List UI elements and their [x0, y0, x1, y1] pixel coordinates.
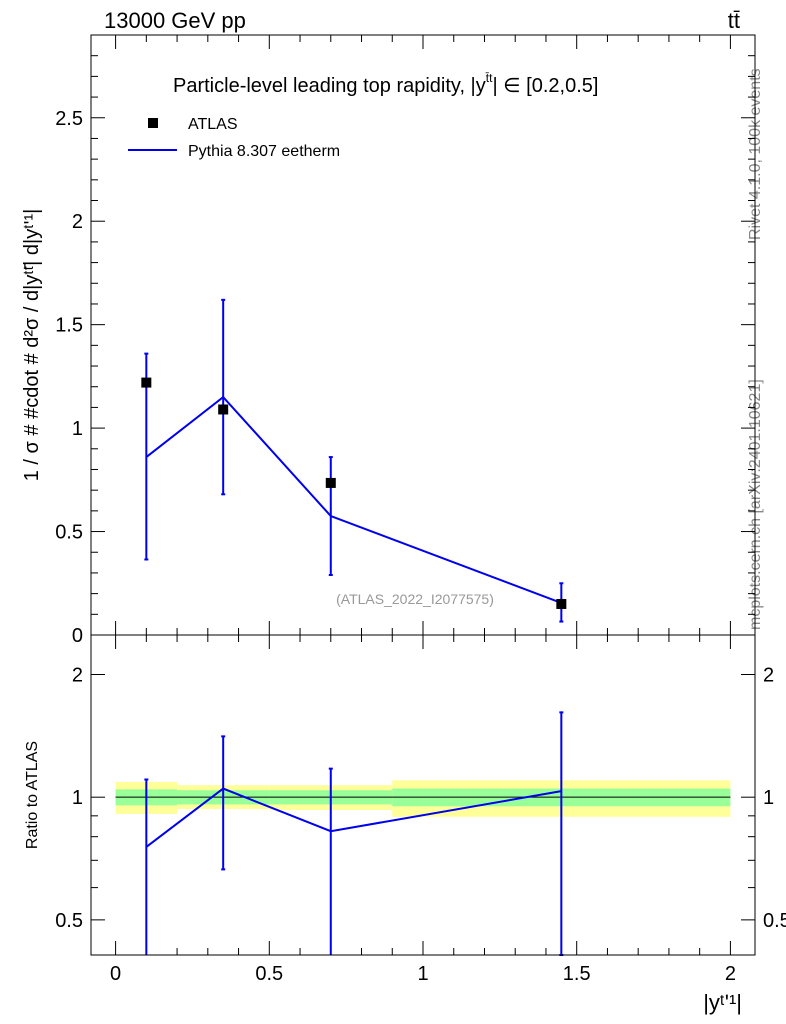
ratio-y-tick-label: 0.5 — [55, 910, 83, 932]
main-y-tick-label: 1 — [72, 418, 83, 440]
main-y-tick-label: 0.5 — [55, 522, 83, 544]
atlas-data-point — [556, 598, 567, 609]
ratio-y-tick-labels: 0.5 0.5 1 1 2 2 — [55, 664, 786, 931]
ratio-plot-panel: 0.5 0.5 1 1 2 2 0 0.5 1 1.5 2 Ratio to ATLAS |yᵗʹ… — [24, 634, 786, 1015]
energy-label: 13000 GeV pp — [104, 8, 246, 33]
ratio-y-tick-label-right: 0.5 — [763, 910, 786, 932]
atlas-data-series — [141, 377, 567, 609]
x-tick-label: 2 — [725, 963, 736, 985]
mc-line — [145, 395, 562, 604]
process-label: tt̄ — [728, 8, 740, 33]
plot-title: Particle-level leading top rapidity, |yt… — [173, 71, 598, 97]
main-y-tick-label: 0 — [72, 625, 83, 647]
plot-title-prefix: Particle-level leading top rapidity, |y — [173, 75, 486, 97]
atlas-data-point — [218, 404, 229, 415]
x-axis-label: |yᵗʹ¹| — [703, 990, 742, 1015]
main-plot-panel: 0 0.5 1 1.5 2 2.5 (ATLAS_2022_I2077575) Parti… — [21, 34, 756, 647]
x-tick-label: 0 — [110, 963, 121, 985]
mc-series — [144, 298, 564, 623]
plot-title-suffix: | ∈ [0.2,0.5] — [492, 75, 598, 97]
ratio-mc-series — [144, 711, 564, 956]
uncertainty-bands — [115, 780, 731, 817]
plot-title-sup: t̄t — [485, 71, 493, 85]
legend: ATLAS Pythia 8.307 eetherm — [128, 116, 340, 160]
ratio-y-axis-label: Ratio to ATLAS — [24, 741, 41, 849]
legend-atlas-label: ATLAS — [188, 116, 238, 133]
atlas-data-point — [141, 377, 152, 388]
main-y-tick-label: 2.5 — [55, 108, 83, 130]
ratio-plot-frame — [90, 634, 756, 956]
ratio-y-tick-label: 2 — [72, 664, 83, 686]
main-y-tick-labels: 0 0.5 1 1.5 2 2.5 — [55, 108, 83, 647]
ratio-mc-line — [145, 787, 562, 848]
ratio-y-tick-label-right: 1 — [763, 787, 774, 809]
atlas-data-point — [325, 477, 336, 488]
legend-atlas-marker — [148, 118, 158, 128]
main-y-tick-label: 2 — [72, 211, 83, 233]
x-tick-label: 1.5 — [563, 963, 591, 985]
x-tick-label: 0.5 — [255, 963, 283, 985]
legend-pythia-label: Pythia 8.307 eetherm — [188, 143, 340, 160]
ratio-y-tick-label-right: 2 — [763, 664, 774, 686]
ratio-axis-ticks — [91, 635, 755, 955]
x-tick-label: 1 — [417, 963, 428, 985]
main-y-tick-label: 1.5 — [55, 315, 83, 337]
main-y-axis-label: 1 / σ # #cdot # d²σ / d|yᵗᵗ̄| d|yᵗʹ¹| — [21, 209, 43, 482]
ratio-y-tick-label: 1 — [72, 787, 83, 809]
x-tick-labels: 0 0.5 1 1.5 2 — [110, 963, 736, 985]
plot-watermark: (ATLAS_2022_I2077575) — [336, 591, 494, 607]
